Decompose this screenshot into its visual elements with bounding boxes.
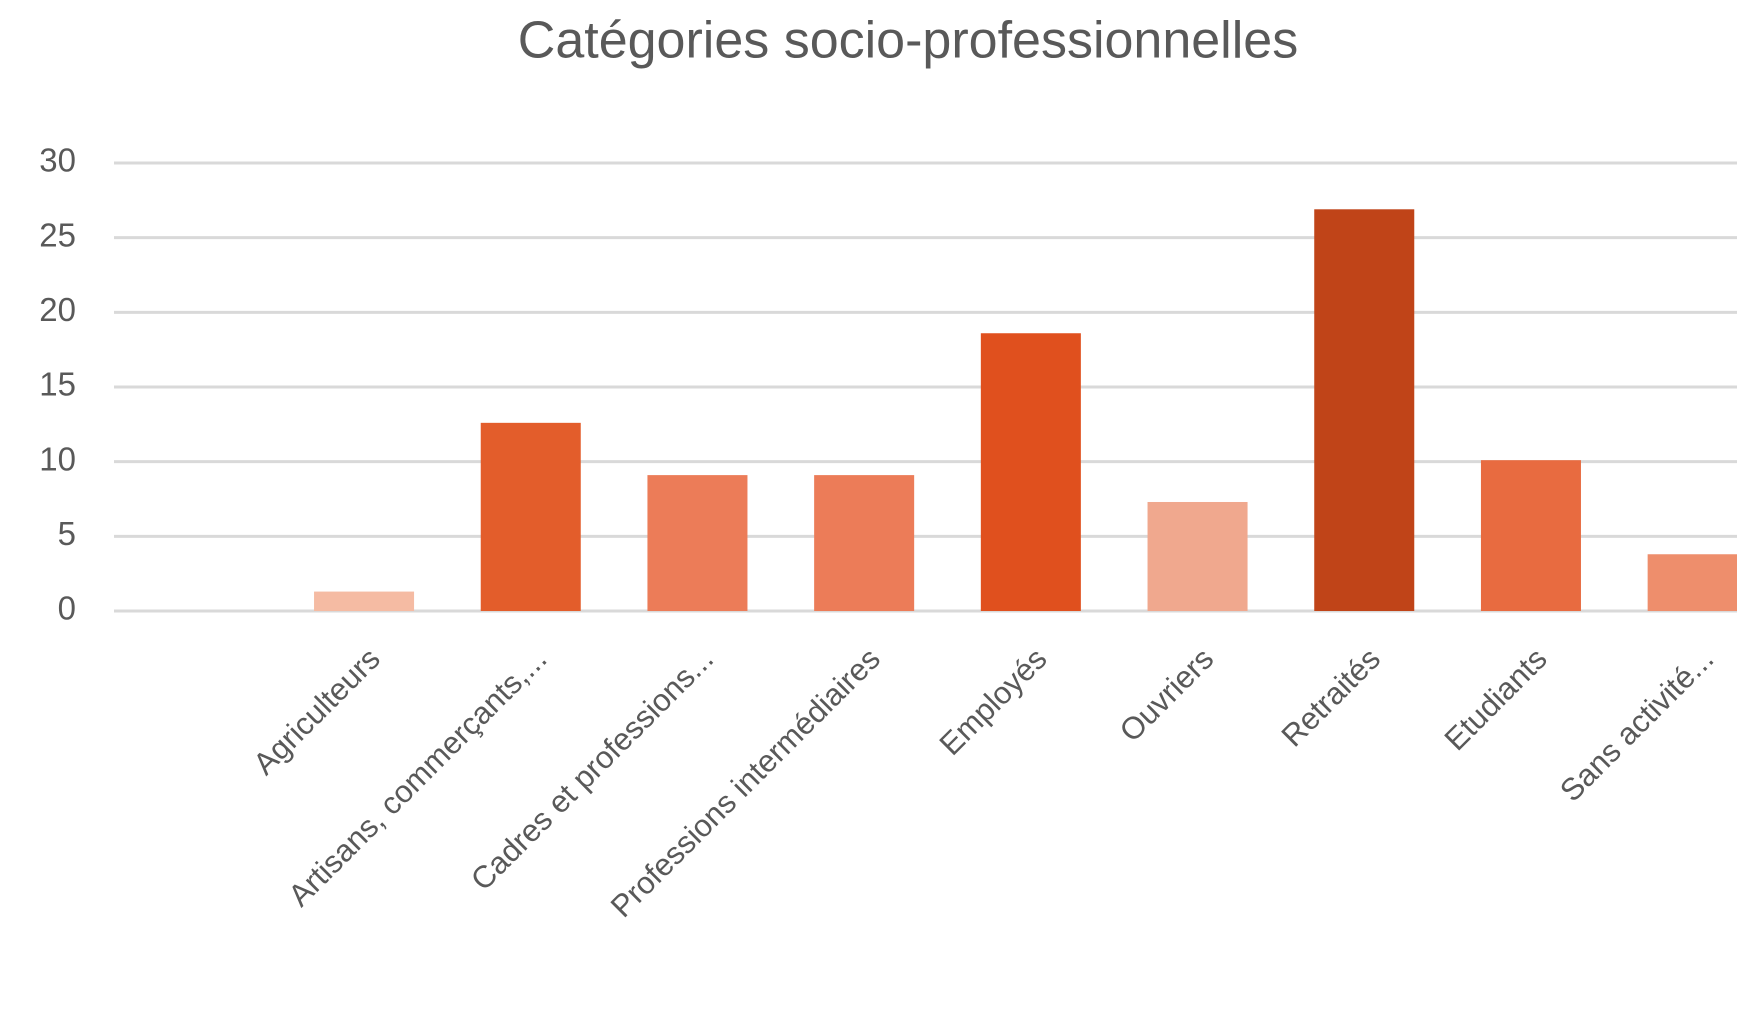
- y-tick-label: 0: [58, 590, 76, 627]
- y-tick-label: 20: [39, 291, 76, 328]
- bar: [1480, 460, 1581, 611]
- y-tick-label: 5: [58, 515, 76, 552]
- bar: [1147, 501, 1248, 611]
- bar: [1647, 554, 1737, 611]
- y-tick-label: 30: [39, 142, 76, 179]
- bar: [480, 422, 581, 611]
- bar: [314, 591, 415, 611]
- y-tick-label: 15: [39, 366, 76, 403]
- bar: [647, 475, 748, 611]
- bar: [1314, 209, 1415, 611]
- bar: [980, 333, 1081, 611]
- plot: [114, 161, 1737, 613]
- chart-title: Catégories socio-professionnelles: [518, 12, 1298, 70]
- y-tick-label: 25: [39, 216, 76, 253]
- y-tick-label: 10: [39, 440, 76, 477]
- bar: [814, 475, 915, 611]
